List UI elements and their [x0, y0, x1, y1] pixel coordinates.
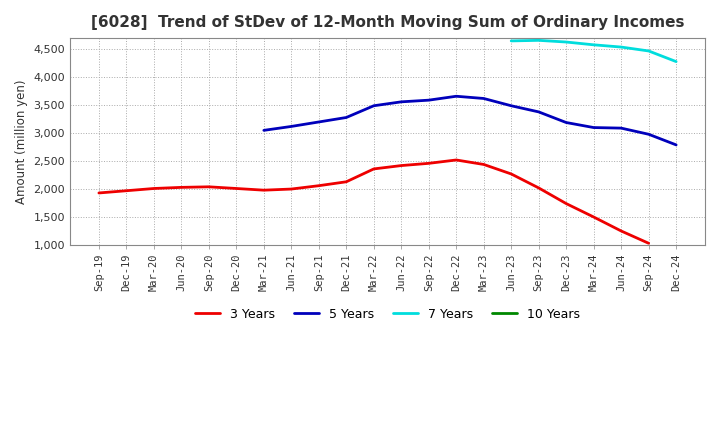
3 Years — [424, 161, 433, 166]
5 Years — [342, 115, 351, 120]
7 Years — [672, 59, 680, 64]
3 Years — [562, 201, 570, 206]
3 Years — [617, 228, 626, 234]
3 Years — [232, 186, 240, 191]
5 Years — [507, 103, 516, 108]
3 Years — [204, 184, 213, 190]
3 Years — [94, 191, 103, 196]
3 Years — [644, 241, 653, 246]
5 Years — [397, 99, 405, 104]
Line: 7 Years: 7 Years — [511, 40, 676, 62]
3 Years — [534, 185, 543, 191]
5 Years — [590, 125, 598, 130]
7 Years — [534, 38, 543, 43]
Line: 3 Years: 3 Years — [99, 160, 649, 243]
5 Years — [562, 120, 570, 125]
3 Years — [452, 158, 461, 163]
7 Years — [507, 38, 516, 44]
7 Years — [562, 40, 570, 45]
5 Years — [315, 119, 323, 125]
5 Years — [369, 103, 378, 108]
Title: [6028]  Trend of StDev of 12-Month Moving Sum of Ordinary Incomes: [6028] Trend of StDev of 12-Month Moving… — [91, 15, 684, 30]
7 Years — [644, 48, 653, 54]
7 Years — [590, 42, 598, 48]
5 Years — [480, 96, 488, 101]
7 Years — [617, 44, 626, 50]
3 Years — [259, 187, 268, 193]
Line: 5 Years: 5 Years — [264, 96, 676, 145]
3 Years — [122, 188, 131, 193]
5 Years — [287, 124, 296, 129]
3 Years — [369, 166, 378, 172]
Legend: 3 Years, 5 Years, 7 Years, 10 Years: 3 Years, 5 Years, 7 Years, 10 Years — [190, 303, 585, 326]
Y-axis label: Amount (million yen): Amount (million yen) — [15, 79, 28, 204]
5 Years — [452, 94, 461, 99]
3 Years — [150, 186, 158, 191]
3 Years — [507, 171, 516, 176]
3 Years — [397, 163, 405, 168]
3 Years — [590, 214, 598, 220]
5 Years — [534, 109, 543, 114]
5 Years — [644, 132, 653, 137]
3 Years — [480, 162, 488, 167]
5 Years — [617, 125, 626, 131]
3 Years — [287, 187, 296, 192]
3 Years — [177, 185, 186, 190]
3 Years — [342, 179, 351, 184]
5 Years — [424, 98, 433, 103]
5 Years — [672, 142, 680, 147]
5 Years — [259, 128, 268, 133]
3 Years — [315, 183, 323, 188]
